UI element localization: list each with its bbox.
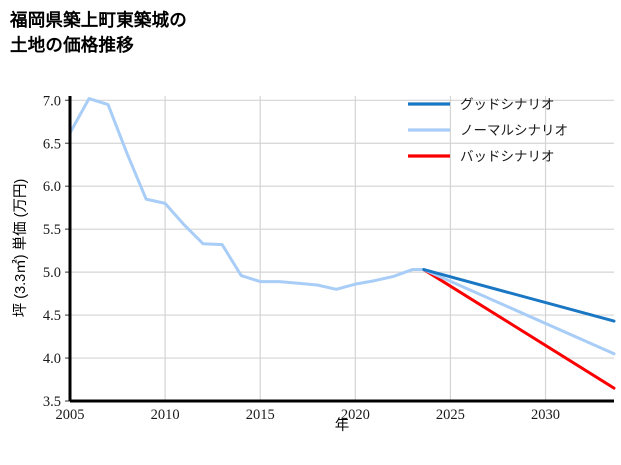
x-tick-label: 2010 [151,407,180,423]
y-tick-label: 5.0 [43,265,61,281]
y-tick-label: 5.5 [43,222,61,238]
legend-label: バッドシナリオ [460,149,555,164]
x-tick-label: 2025 [436,407,465,423]
legend-label: ノーマルシナリオ [460,123,568,138]
y-tick-label: 4.0 [43,351,61,367]
x-tick-label: 2015 [246,407,275,423]
y-tick-label: 4.5 [43,308,61,324]
gridlines-group [69,96,614,402]
series-group [68,97,616,390]
x-tick-label: 2030 [531,407,560,423]
page-title: 福岡県築上町東築城の 土地の価格推移 [10,8,187,58]
x-tick-label: 2020 [341,407,370,423]
y-tick-label: 7.0 [43,93,61,109]
legend-label: グッドシナリオ [460,97,555,112]
series-line-normal [68,97,616,356]
x-axis-title: 年 [335,417,350,434]
axis-frame [68,96,614,403]
x-tick-label: 2005 [56,407,85,423]
series-line-bad [422,268,616,390]
y-tick-label: 3.5 [43,394,61,410]
y-tick-label: 6.0 [43,179,61,195]
y-axis-title: 坪 (3.3㎡) 単価 (万円) [12,179,29,318]
x-axis-tick-labels: 2005 2010 2015 2020 2025 2030 [56,407,561,423]
chart-title-line-2: 土地の価格推移 [10,35,134,55]
chart-title-line-1: 福岡県築上町東築城の [10,10,187,30]
y-axis-tick-labels: 3.5 4.0 4.5 5.0 5.5 6.0 6.5 7.0 [43,93,61,410]
series-line-good [422,268,616,323]
y-tick-label: 6.5 [43,136,61,152]
